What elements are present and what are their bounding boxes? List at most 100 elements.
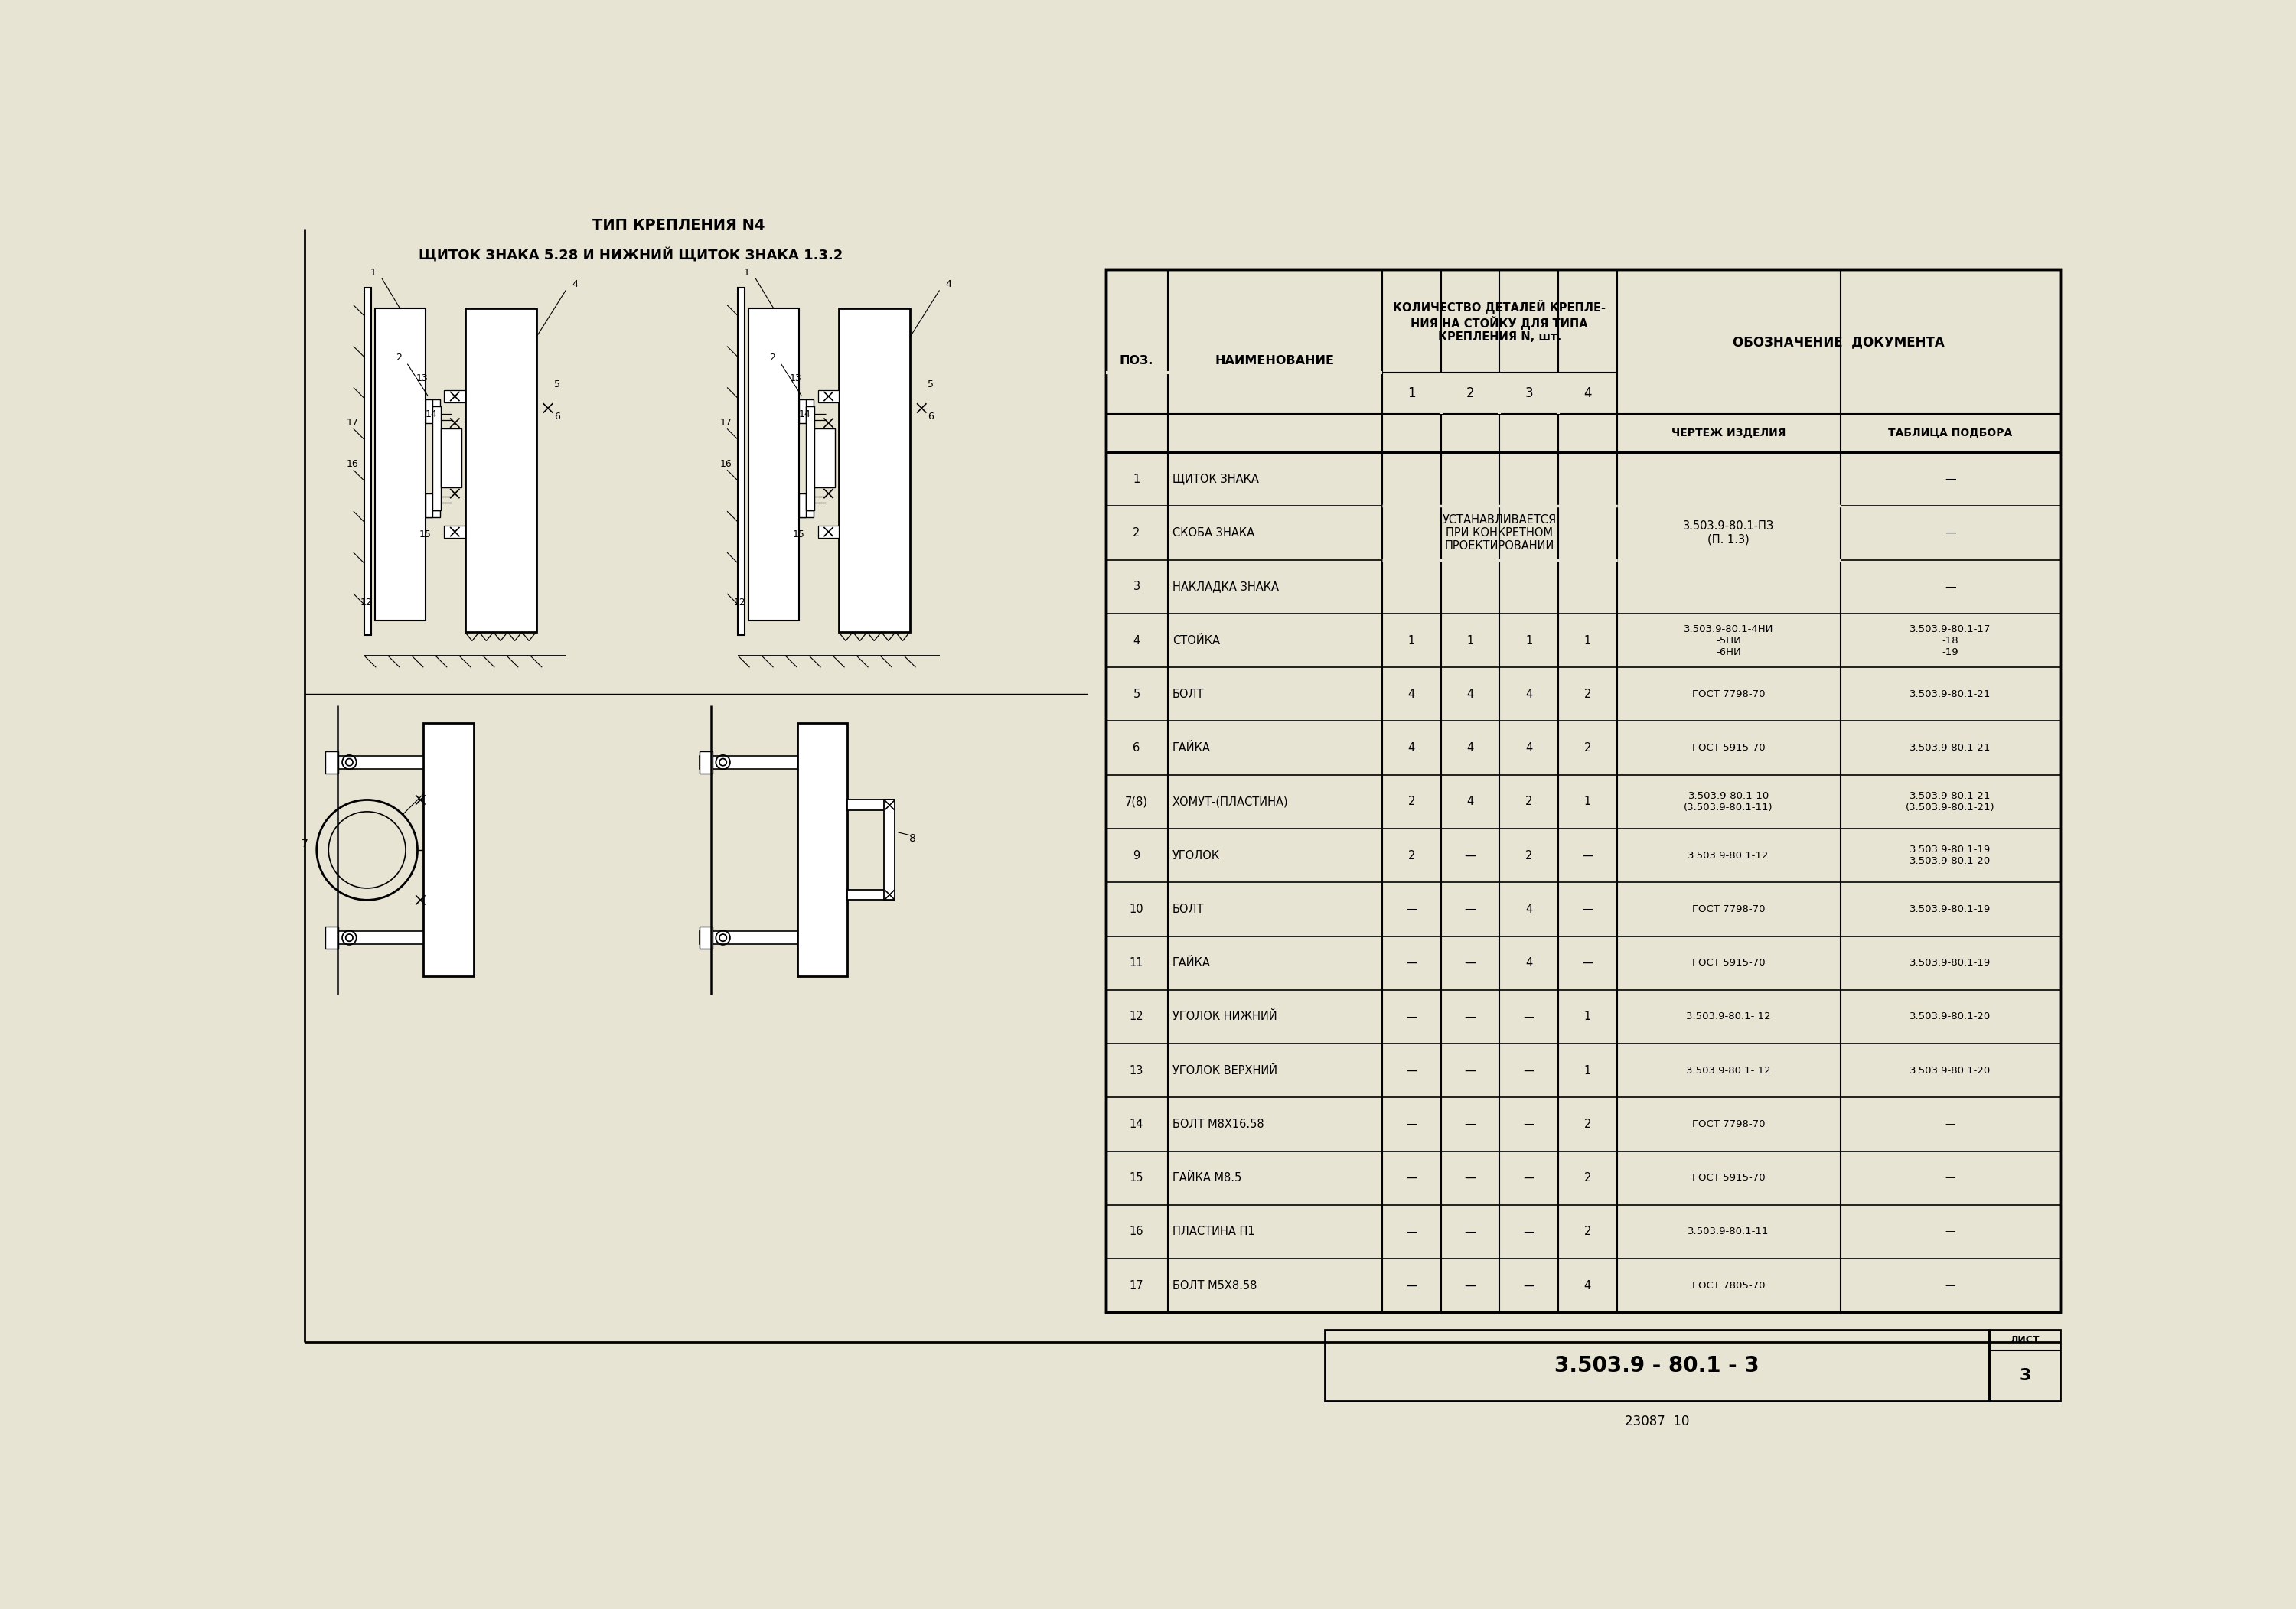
Text: СКОБА ЗНАКА: СКОБА ЗНАКА	[1173, 528, 1254, 539]
Text: —: —	[1465, 1118, 1476, 1130]
Text: —: —	[1945, 1173, 1956, 1183]
Text: ЛИСТ: ЛИСТ	[2011, 1335, 2039, 1345]
Text: —: —	[1405, 1065, 1417, 1076]
Text: 4: 4	[1525, 957, 1531, 969]
Text: —: —	[1945, 581, 1956, 592]
Text: 5: 5	[928, 380, 934, 389]
Text: —: —	[1465, 957, 1476, 969]
Text: ГОСТ 7798-70: ГОСТ 7798-70	[1692, 904, 1766, 914]
Bar	[799, 399, 813, 407]
Text: —: —	[1465, 1279, 1476, 1292]
Text: ГОСТ 5915-70: ГОСТ 5915-70	[1692, 1173, 1766, 1183]
Text: 12: 12	[360, 597, 372, 608]
Text: ГОСТ 7805-70: ГОСТ 7805-70	[1692, 1281, 1766, 1290]
Text: —: —	[1945, 528, 1956, 539]
Text: —: —	[1945, 1281, 1956, 1290]
Text: БОЛТ: БОЛТ	[1173, 904, 1203, 916]
Bar	[797, 724, 847, 977]
Text: 1: 1	[1525, 634, 1531, 647]
Bar	[425, 510, 441, 516]
Text: —: —	[1522, 1226, 1534, 1237]
Text: 4: 4	[946, 280, 951, 290]
Bar	[432, 407, 441, 510]
Text: 13: 13	[790, 373, 801, 383]
Text: 4: 4	[572, 280, 579, 290]
Text: 4: 4	[1407, 742, 1414, 753]
Text: 2: 2	[1525, 850, 1531, 861]
Text: 12: 12	[1130, 1010, 1143, 1022]
Text: 3.503.9-80.1-21
(3.503.9-80.1-21): 3.503.9-80.1-21 (3.503.9-80.1-21)	[1906, 792, 1995, 813]
Text: ПОЗ.: ПОЗ.	[1120, 356, 1153, 367]
Bar	[799, 399, 806, 423]
Bar	[1107, 270, 2060, 1313]
Text: 1: 1	[1584, 1065, 1591, 1076]
Text: 2: 2	[1467, 386, 1474, 401]
Text: БОЛТ М5Х8.58: БОЛТ М5Х8.58	[1173, 1279, 1256, 1292]
Bar	[443, 391, 464, 402]
Text: ГОСТ 5915-70: ГОСТ 5915-70	[1692, 957, 1766, 969]
Text: 4: 4	[1584, 1279, 1591, 1292]
Bar	[441, 428, 461, 488]
Text: 17: 17	[721, 418, 732, 428]
Text: 15: 15	[1130, 1173, 1143, 1184]
Text: —: —	[1405, 957, 1417, 969]
Text: 5: 5	[1132, 689, 1141, 700]
Text: —: —	[1405, 1279, 1417, 1292]
Text: 13: 13	[1130, 1065, 1143, 1076]
Text: ЧЕРТЕЖ ИЗДЕЛИЯ: ЧЕРТЕЖ ИЗДЕЛИЯ	[1671, 428, 1786, 439]
Text: 3.503.9-80.1-21: 3.503.9-80.1-21	[1910, 743, 1991, 753]
Text: —: —	[1522, 1173, 1534, 1184]
Text: 6: 6	[553, 412, 560, 422]
Text: 3: 3	[1525, 386, 1534, 401]
Bar	[443, 526, 464, 537]
Text: 3.503.9-80.1-20: 3.503.9-80.1-20	[1910, 1012, 1991, 1022]
Text: —: —	[1945, 473, 1956, 484]
Text: 2: 2	[1407, 850, 1414, 861]
Text: —: —	[1465, 1065, 1476, 1076]
Text: 3: 3	[1132, 581, 1141, 592]
Text: —: —	[1465, 1226, 1476, 1237]
Bar	[464, 307, 535, 632]
Text: —: —	[1465, 1173, 1476, 1184]
Bar	[1325, 1331, 1988, 1401]
Bar	[884, 800, 895, 899]
Text: ГАЙКА: ГАЙКА	[1173, 957, 1210, 969]
Text: 1: 1	[370, 267, 377, 278]
Text: 1: 1	[1584, 634, 1591, 647]
Text: 9: 9	[1132, 850, 1141, 861]
Text: 8: 8	[909, 833, 916, 843]
Text: 4: 4	[1525, 689, 1531, 700]
Bar	[737, 288, 744, 636]
Text: —: —	[1405, 904, 1417, 916]
Bar	[326, 756, 422, 769]
Text: —: —	[1405, 1010, 1417, 1022]
Text: ЩИТОК ЗНАКА: ЩИТОК ЗНАКА	[1173, 473, 1258, 484]
Text: 2: 2	[1407, 796, 1414, 808]
Text: 2: 2	[1584, 742, 1591, 753]
Bar	[799, 494, 806, 516]
Text: 7: 7	[301, 838, 308, 850]
Text: ТАБЛИЦА ПОДБОРА: ТАБЛИЦА ПОДБОРА	[1887, 428, 2014, 439]
Bar	[1988, 1331, 2060, 1401]
Text: 3.503.9-80.1-10
(3.503.9-80.1-11): 3.503.9-80.1-10 (3.503.9-80.1-11)	[1683, 792, 1773, 813]
Text: 1: 1	[1584, 796, 1591, 808]
Text: 16: 16	[347, 459, 358, 470]
Bar	[748, 307, 799, 619]
Bar	[374, 307, 425, 619]
Text: 1: 1	[1584, 1010, 1591, 1022]
Bar	[425, 494, 432, 516]
Text: БОЛТ М8Х16.58: БОЛТ М8Х16.58	[1173, 1118, 1263, 1130]
Text: 1: 1	[1407, 386, 1417, 401]
Bar	[326, 751, 338, 774]
Text: 2: 2	[1584, 1226, 1591, 1237]
Text: 16: 16	[1130, 1226, 1143, 1237]
Bar	[817, 526, 838, 537]
Text: 14: 14	[799, 409, 810, 418]
Text: 5: 5	[553, 380, 560, 389]
Text: 2: 2	[1525, 796, 1531, 808]
Text: 3.503.9-80.1-19: 3.503.9-80.1-19	[1910, 904, 1991, 914]
Text: 7(8): 7(8)	[1125, 796, 1148, 808]
Text: 3.503.9-80.1- 12: 3.503.9-80.1- 12	[1685, 1012, 1770, 1022]
Text: 12: 12	[732, 597, 746, 608]
Text: 2: 2	[1132, 528, 1141, 539]
